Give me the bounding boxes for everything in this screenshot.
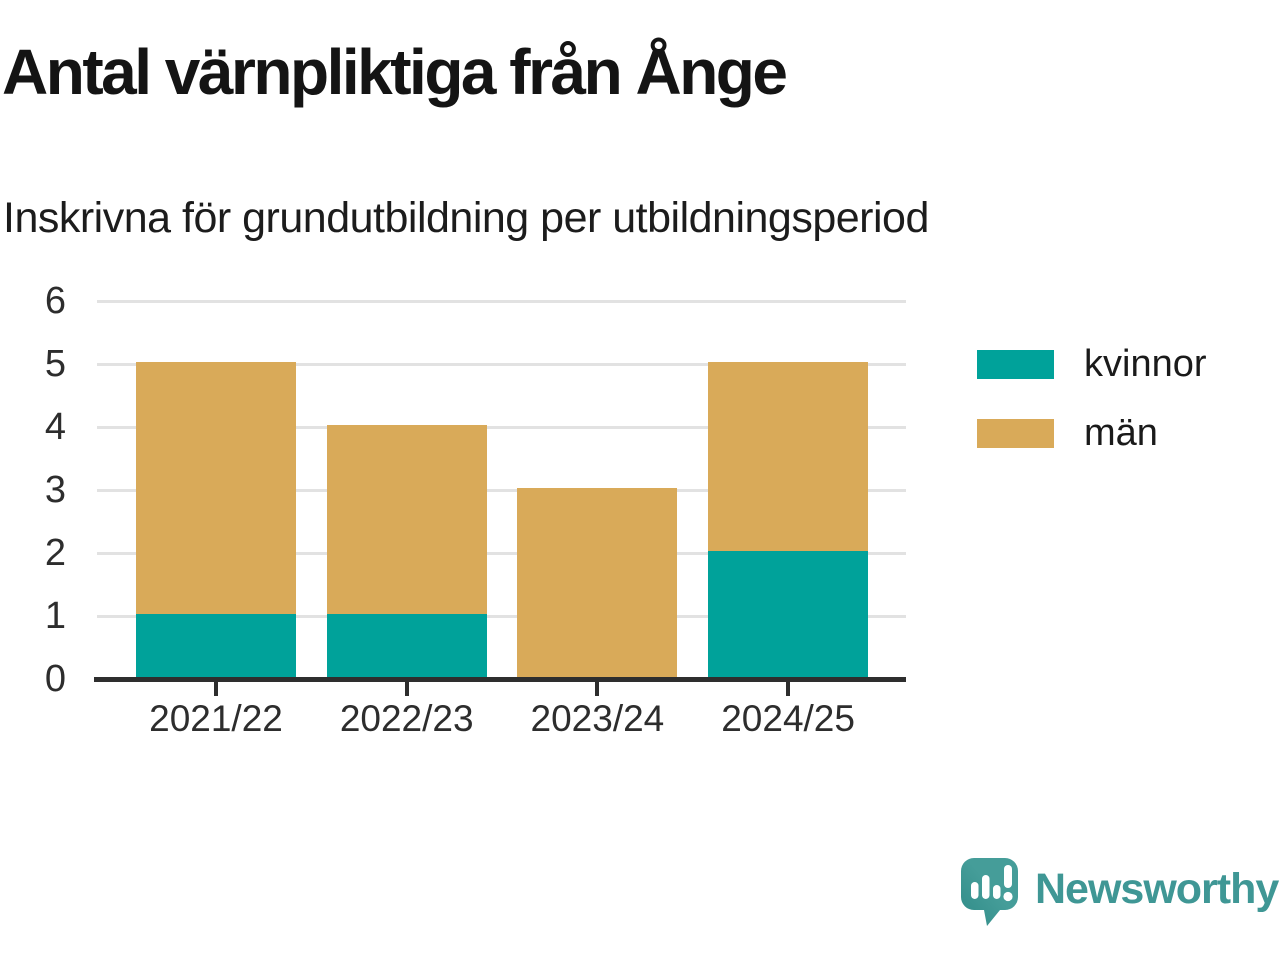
bar-segment-kvinnor-2024/25	[708, 551, 869, 677]
legend-swatch-män	[977, 419, 1054, 448]
bar-segment-män-2024/25	[708, 362, 869, 551]
gridline	[97, 552, 906, 555]
x-axis-tick	[404, 682, 409, 696]
gridline	[97, 426, 906, 429]
newsworthy-logo-text: Newsworthy	[1035, 865, 1279, 913]
x-axis-tick	[786, 682, 791, 696]
x-axis-label-2023/24: 2023/24	[530, 698, 665, 739]
legend-swatch-kvinnor	[977, 350, 1054, 379]
y-axis-label-0: 0	[44, 658, 66, 700]
legend-label-män: män	[1084, 412, 1158, 454]
gridline	[97, 363, 906, 366]
y-axis-label-3: 3	[44, 469, 66, 511]
plot-area: 2021/22 2022/23 2023/24 2024/25	[94, 300, 906, 739]
y-axis-label-5: 5	[44, 343, 66, 385]
x-axis-line	[94, 677, 906, 682]
legend-label-kvinnor: kvinnor	[1084, 343, 1207, 385]
bar-segment-män-2021/22	[136, 362, 296, 614]
y-axis-label-1: 1	[44, 595, 66, 637]
gridline	[97, 489, 906, 492]
gridline	[97, 300, 906, 303]
bar-segment-kvinnor-2022/23	[326, 614, 487, 677]
x-axis-label-2024/25: 2024/25	[721, 698, 855, 739]
y-axis-label-4: 4	[44, 406, 66, 448]
y-axis-labels: 0 1 2 3 4 5 6	[0, 282, 66, 698]
chart-subtitle: Inskrivna för grundutbildning per utbild…	[3, 194, 929, 242]
newsworthy-logo-icon	[961, 858, 1018, 926]
x-axis-tick	[595, 682, 600, 696]
x-axis-label-2022/23: 2022/23	[339, 698, 474, 739]
legend-item-kvinnor: kvinnor	[977, 343, 1207, 386]
chart-title: Antal värnpliktiga från Ånge	[2, 36, 788, 108]
legend-item-män: män	[977, 412, 1207, 455]
bar-segment-män-2023/24	[517, 488, 678, 677]
bar-segment-män-2022/23	[326, 425, 487, 614]
x-axis-tick	[214, 682, 218, 696]
y-axis-label-2: 2	[44, 532, 66, 574]
gridline	[97, 615, 906, 618]
newsworthy-branding: Newsworthy	[961, 858, 1279, 930]
y-axis-label-6: 6	[44, 280, 66, 322]
x-axis-label-2021/22: 2021/22	[149, 698, 283, 739]
bar-segment-kvinnor-2021/22	[136, 614, 296, 677]
legend: kvinnor män	[977, 343, 1207, 455]
